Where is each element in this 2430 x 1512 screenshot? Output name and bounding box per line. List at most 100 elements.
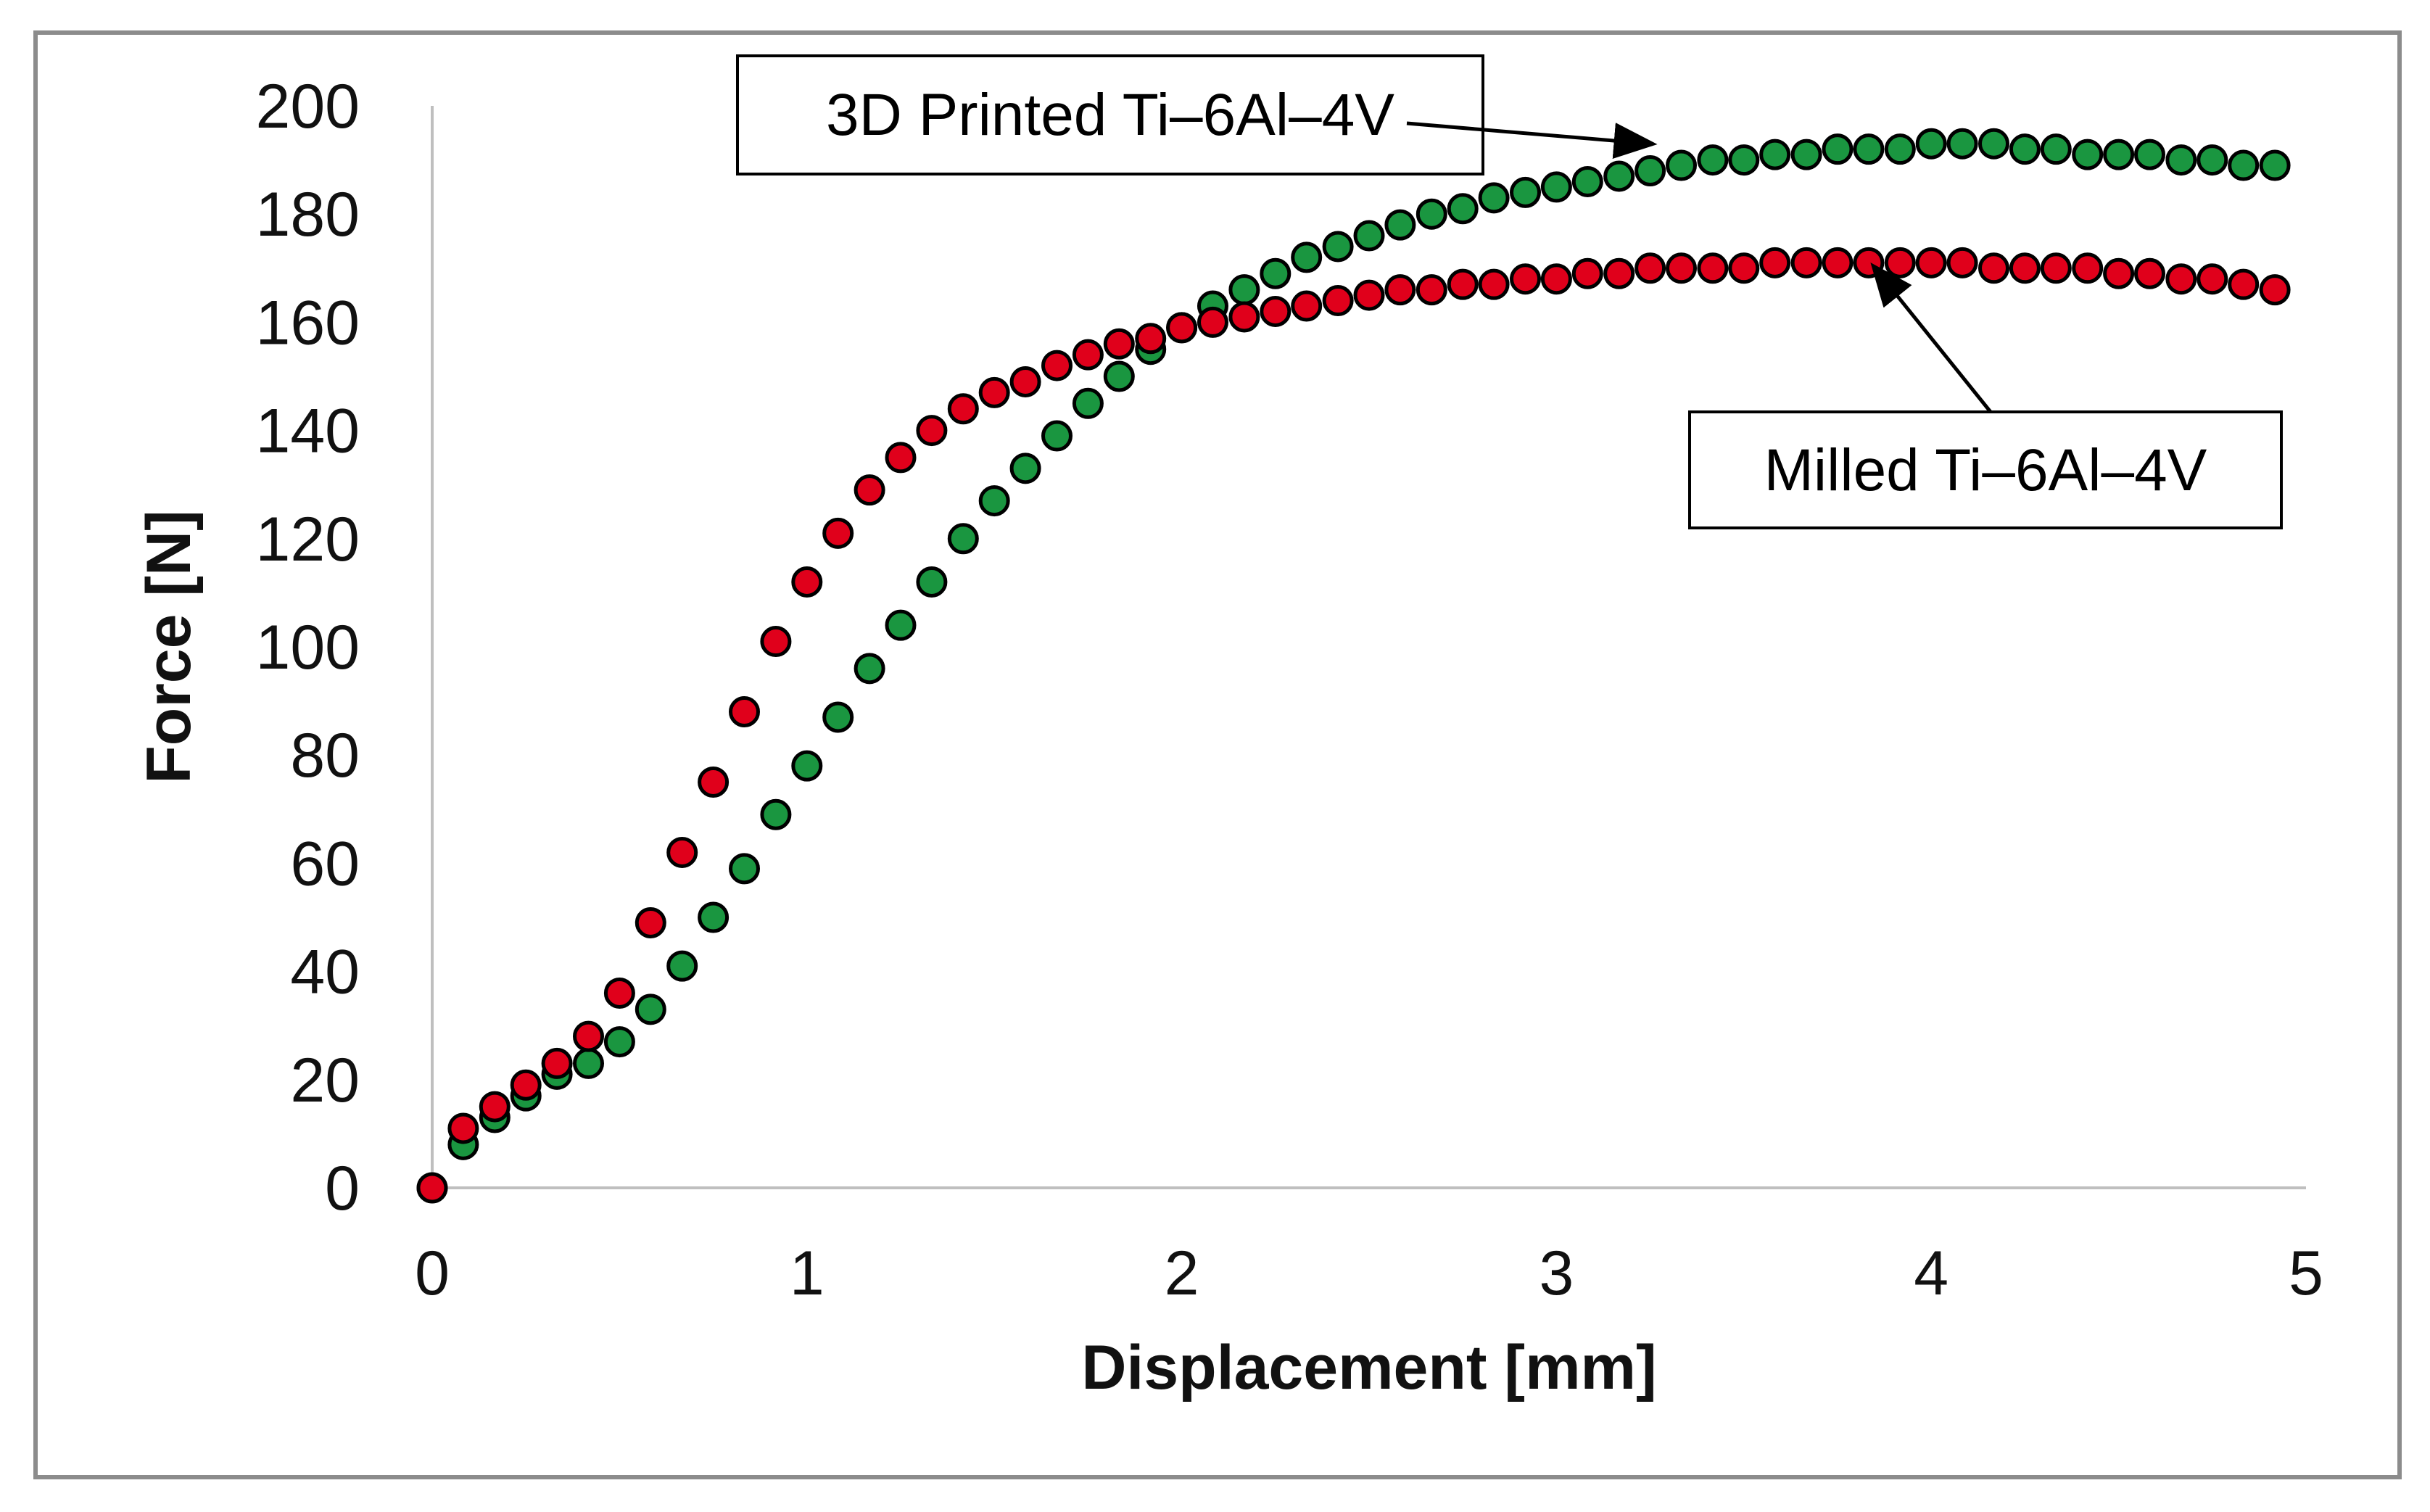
point-3d-printed <box>2259 149 2291 181</box>
point-3d-printed <box>1416 198 1447 230</box>
point-milled <box>1540 263 1572 295</box>
point-3d-printed <box>1978 128 2010 160</box>
point-milled <box>885 442 917 474</box>
point-milled <box>1478 268 1510 300</box>
point-milled <box>1790 247 1822 278</box>
point-3d-printed <box>1915 128 1947 160</box>
y-tick-label: 80 <box>290 721 360 790</box>
point-3d-printed <box>1822 133 1854 165</box>
x-tick-label: 5 <box>2289 1239 2323 1308</box>
x-tick-label: 1 <box>790 1239 825 1308</box>
point-3d-printed <box>760 798 792 830</box>
point-milled <box>2133 257 2165 289</box>
axes <box>431 106 2306 1189</box>
annotation-milled: Milled Ti–6Al–4V <box>1688 263 2283 529</box>
point-milled <box>1697 252 1729 284</box>
point-milled <box>510 1069 542 1101</box>
x-tick-label: 4 <box>1914 1239 1948 1308</box>
y-tick-label: 200 <box>256 72 360 141</box>
annotation-3d-printed-arrow <box>1406 121 1658 159</box>
point-3d-printed <box>854 653 885 685</box>
point-milled <box>1447 268 1479 300</box>
point-milled <box>1571 257 1603 289</box>
point-3d-printed <box>635 993 666 1025</box>
point-3d-printed <box>2009 133 2041 165</box>
point-3d-printed <box>1353 220 1385 252</box>
point-milled <box>1041 350 1073 381</box>
point-milled <box>1510 263 1542 295</box>
annotation-3d-printed-label: 3D Printed Ti–6Al–4V <box>826 82 1394 148</box>
point-milled <box>822 517 854 549</box>
point-milled <box>1166 312 1198 344</box>
point-3d-printed <box>1447 193 1479 225</box>
y-tick-label: 40 <box>290 938 360 1007</box>
point-3d-printed <box>1884 133 1916 165</box>
y-tick-label: 20 <box>290 1046 360 1115</box>
y-tick-label: 160 <box>256 288 360 358</box>
point-3d-printed <box>2072 139 2104 170</box>
y-tick-label: 140 <box>256 397 360 466</box>
y-tick-label: 60 <box>290 829 360 898</box>
point-3d-printed <box>698 901 730 933</box>
point-milled <box>1665 252 1697 284</box>
point-3d-printed <box>1728 144 1760 176</box>
y-tick-label: 100 <box>256 613 360 682</box>
point-milled <box>666 836 698 868</box>
x-axis-title: Displacement [mm] <box>1081 1333 1656 1402</box>
y-tick-labels: 0 20 40 60 80 100 120 140 160 180 200 <box>256 72 360 1223</box>
point-milled <box>1384 274 1416 306</box>
point-milled <box>791 566 823 598</box>
annotation-milled-arrow <box>1870 263 1992 413</box>
point-milled <box>1260 295 1292 327</box>
point-milled <box>541 1047 573 1079</box>
point-milled <box>2165 263 2197 295</box>
point-milled <box>1197 306 1228 338</box>
point-milled <box>2196 263 2228 295</box>
point-3d-printed <box>947 523 979 555</box>
point-milled <box>1135 323 1167 355</box>
point-3d-printed <box>822 701 854 733</box>
point-3d-printed <box>1072 387 1104 419</box>
point-3d-printed <box>1853 133 1885 165</box>
point-3d-printed <box>1291 241 1323 273</box>
point-3d-printed <box>1759 139 1791 170</box>
point-milled <box>2103 257 2135 289</box>
point-3d-printed <box>1228 274 1260 306</box>
point-milled <box>978 376 1010 408</box>
y-tick-label: 0 <box>325 1154 360 1223</box>
point-milled <box>479 1091 511 1123</box>
y-axis-title: Force [N] <box>134 510 204 783</box>
point-milled <box>1291 290 1323 322</box>
annotation-3d-printed-box <box>736 54 1484 175</box>
point-milled <box>698 767 730 798</box>
point-milled <box>1915 247 1947 278</box>
x-tick-label: 0 <box>415 1239 450 1308</box>
point-milled <box>1946 247 1978 278</box>
point-3d-printed <box>2103 139 2135 170</box>
annotation-3d-printed: 3D Printed Ti–6Al–4V <box>736 54 1658 175</box>
point-3d-printed <box>2133 139 2165 170</box>
point-3d-printed <box>1635 155 1666 187</box>
point-milled <box>1009 365 1041 397</box>
point-3d-printed <box>1384 209 1416 241</box>
series-milled <box>416 247 2291 1204</box>
point-milled <box>2072 252 2104 284</box>
point-milled <box>416 1172 448 1204</box>
point-3d-printed <box>1041 420 1073 452</box>
point-3d-printed <box>1540 171 1572 203</box>
point-milled <box>1603 257 1635 289</box>
annotation-milled-label: Milled Ti–6Al–4V <box>1764 437 2207 503</box>
point-3d-printed <box>1946 128 1978 160</box>
point-milled <box>947 393 979 425</box>
point-3d-printed <box>1510 176 1542 208</box>
point-milled <box>1759 247 1791 278</box>
point-3d-printed <box>603 1026 635 1058</box>
point-3d-printed <box>1571 165 1603 197</box>
point-3d-printed <box>666 950 698 982</box>
point-3d-printed <box>2040 133 2072 165</box>
point-3d-printed <box>2228 149 2260 181</box>
point-milled <box>2228 268 2260 300</box>
point-milled <box>1322 285 1354 317</box>
point-3d-printed <box>2196 144 2228 176</box>
